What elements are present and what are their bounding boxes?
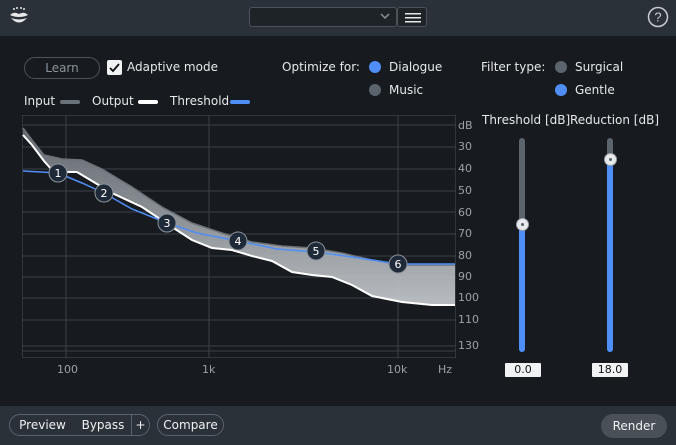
db-tick-110: 110 (458, 313, 479, 326)
legend-threshold-label: Threshold (170, 94, 230, 108)
threshold-slider-thumb[interactable] (516, 217, 529, 231)
legend-output-swatch (138, 100, 158, 104)
legend-input-swatch (60, 100, 80, 104)
freq-unit-label: Hz (438, 363, 453, 376)
db-tick-30: 30 (458, 140, 472, 153)
node-2-label: 2 (101, 187, 108, 200)
db-tick-60: 60 (458, 206, 472, 219)
spectrum-graph[interactable]: 1 2 3 4 5 6 (22, 115, 456, 358)
freq-tick-10k: 10k (387, 363, 408, 376)
freq-tick-100: 100 (57, 363, 78, 376)
node-4-label: 4 (235, 235, 242, 248)
node-1[interactable]: 1 (48, 163, 68, 183)
db-tick-80: 80 (458, 249, 472, 262)
reduction-slider-fill (607, 159, 613, 352)
legend-threshold-swatch (230, 100, 250, 104)
freq-tick-1k: 1k (202, 363, 216, 376)
node-2[interactable]: 2 (94, 183, 114, 203)
question-circle-icon[interactable]: ? (647, 6, 669, 28)
threshold-value-field[interactable]: 0.0 (505, 363, 541, 377)
radio-music[interactable] (369, 84, 381, 96)
radio-dialogue[interactable] (369, 61, 381, 73)
db-tick-50: 50 (458, 184, 472, 197)
preview-button[interactable]: Preview (9, 414, 76, 436)
radio-surgical-label[interactable]: Surgical (575, 60, 624, 74)
checkmark-icon (109, 63, 120, 73)
adaptive-mode-checkbox[interactable] (107, 60, 122, 75)
compare-button[interactable]: Compare (157, 414, 224, 436)
chevron-down-icon (380, 13, 390, 20)
bypass-plus-button[interactable]: + (131, 414, 150, 436)
db-tick-90: 90 (458, 270, 472, 283)
menu-button[interactable] (397, 7, 427, 27)
hamburger-icon (405, 13, 421, 23)
rx-lips-icon[interactable] (8, 6, 30, 28)
svg-text:?: ? (654, 10, 661, 25)
node-6-label: 6 (395, 258, 402, 271)
db-tick-100: 100 (458, 291, 479, 304)
node-4[interactable]: 4 (228, 231, 248, 251)
reduction-value-field[interactable]: 18.0 (592, 363, 628, 377)
filter-type-label: Filter type: (481, 60, 546, 74)
optimize-for-label: Optimize for: (282, 60, 360, 74)
node-3[interactable]: 3 (157, 213, 177, 233)
db-tick-40: 40 (458, 162, 472, 175)
bypass-button[interactable]: Bypass (75, 414, 132, 436)
legend-input-label: Input (24, 94, 56, 108)
radio-music-label[interactable]: Music (389, 83, 424, 97)
preset-select[interactable] (249, 7, 397, 27)
node-3-label: 3 (164, 217, 171, 230)
node-6[interactable]: 6 (388, 254, 408, 274)
learn-button[interactable]: Learn (24, 57, 100, 79)
reduction-band (23, 128, 455, 305)
threshold-slider-fill (519, 223, 525, 352)
threshold-slider-label: Threshold [dB] (482, 113, 571, 127)
node-5[interactable]: 5 (306, 241, 326, 261)
legend-output-label: Output (92, 94, 134, 108)
radio-dialogue-label[interactable]: Dialogue (389, 60, 443, 74)
reduction-slider-thumb[interactable] (604, 153, 617, 167)
reduction-slider-label: Reduction [dB] (570, 113, 660, 127)
node-5-label: 5 (313, 245, 320, 258)
render-button[interactable]: Render (601, 414, 667, 438)
adaptive-mode-label: Adaptive mode (127, 60, 218, 74)
radio-surgical[interactable] (555, 61, 567, 73)
radio-gentle[interactable] (555, 84, 567, 96)
db-tick-70: 70 (458, 227, 472, 240)
db-unit-label: dB (458, 119, 473, 132)
radio-gentle-label[interactable]: Gentle (575, 83, 615, 97)
db-tick-130: 130 (458, 339, 479, 352)
node-1-label: 1 (55, 167, 62, 180)
